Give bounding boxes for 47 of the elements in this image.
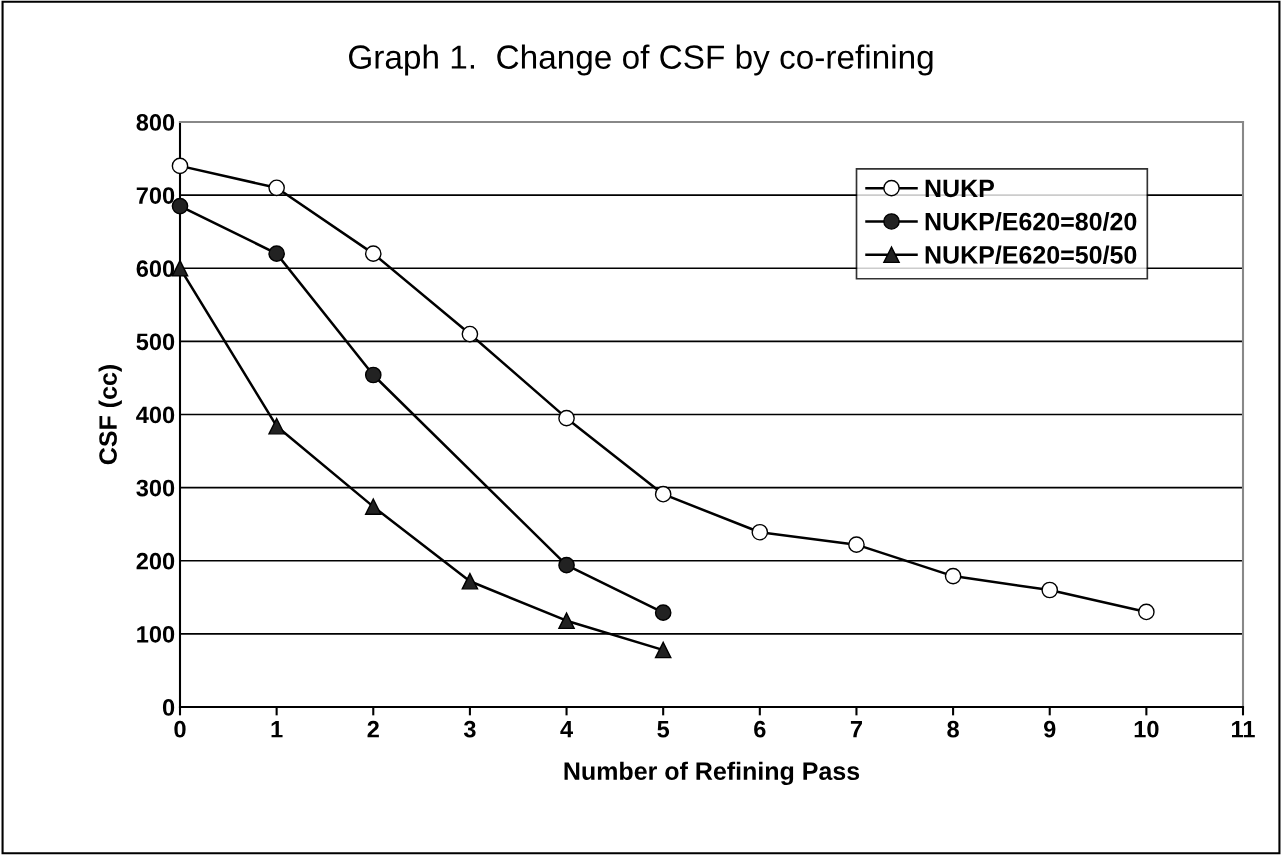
point [461,572,479,590]
point [171,157,189,175]
x-tick-label: 6 [754,720,766,738]
point [558,409,575,427]
y-tick-label: 100 [137,625,175,643]
point [654,604,672,622]
x-tick-label: 4 [560,721,573,738]
y-tick-label: 0 [162,699,175,716]
point [558,556,575,574]
legend-label: NUKP/E620=80/20 [925,212,1137,231]
y-tick-label: 300 [136,479,175,497]
x-tick-label: 10 [1134,720,1159,738]
legend-label: NUKP [925,179,994,198]
x-tick-label: 0 [174,720,186,738]
x-tick-label: 1 [271,721,283,738]
y-axis-title: CSF (cc) [98,365,122,465]
y-tick-label: 500 [136,333,175,351]
y-tick-label: 600 [136,260,175,278]
point [1041,581,1059,599]
point [654,641,672,659]
point [364,245,382,262]
point [558,612,575,630]
x-axis-title: Number of Refining Pass [564,761,860,786]
x-tick-label: 2 [367,720,379,738]
point [268,417,285,435]
point [268,179,285,197]
legend-label: NUKP/E620=50/50 [925,245,1137,265]
x-tick-label: 9 [1043,720,1056,738]
y-tick-label: 400 [136,406,175,424]
x-tick-label: 3 [463,720,476,738]
y-tick-label: 200 [136,552,175,570]
y-tick-label: 800 [136,114,175,131]
x-tick-label: 8 [947,720,959,738]
x-tick-label: 5 [657,721,670,738]
point [268,245,285,262]
point [461,325,479,343]
point [364,366,382,384]
x-tick-label: 7 [850,721,862,738]
x-tick-label: 11 [1232,721,1255,738]
point [654,485,672,503]
point [944,567,962,585]
point [751,523,769,541]
point [848,536,865,553]
point [1138,603,1155,621]
y-tick-label: 700 [136,187,175,204]
chart-title: Graph 1. Change of CSF by co-refining [349,44,933,76]
point [364,498,382,515]
